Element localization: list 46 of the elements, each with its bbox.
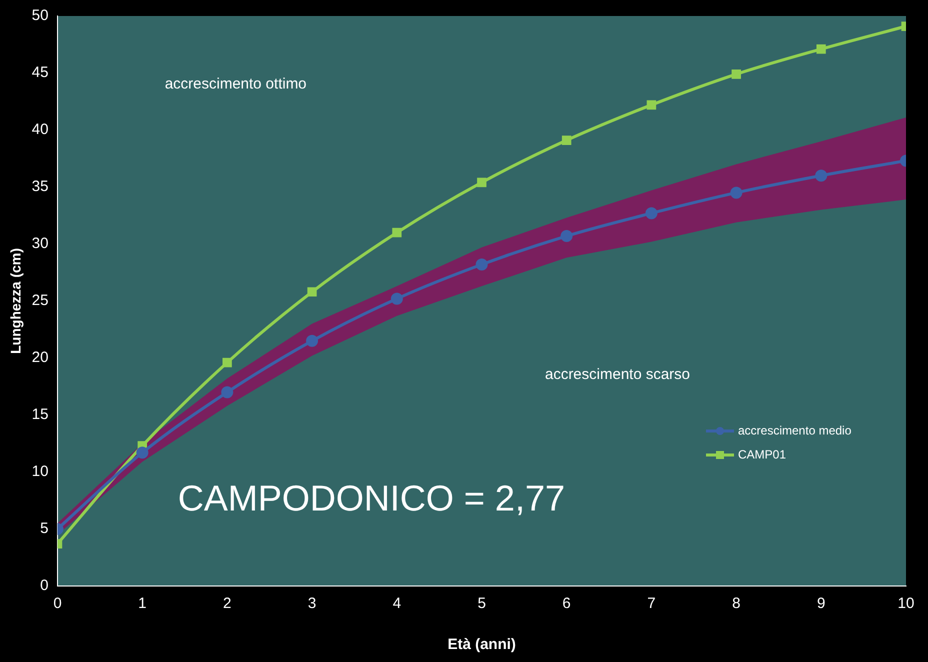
- point: [646, 100, 656, 110]
- x-tick-label: 3: [308, 595, 316, 612]
- annotation: CAMPODONICO = 2,77: [178, 477, 565, 518]
- point: [560, 230, 573, 242]
- y-axis-title: Lunghezza (cm): [7, 248, 24, 354]
- point: [392, 228, 402, 238]
- y-tick-label: 25: [32, 292, 48, 310]
- point: [222, 358, 232, 368]
- y-tick-label: 0: [40, 577, 48, 594]
- point: [136, 446, 148, 459]
- x-tick-label: 2: [223, 595, 232, 612]
- x-tick-label: 8: [732, 595, 740, 612]
- x-tick-label: 1: [138, 595, 147, 612]
- x-tick-label: 0: [53, 595, 62, 612]
- x-tick-label: 4: [392, 595, 402, 612]
- x-tick-label: 7: [647, 595, 656, 612]
- x-tick-label: 5: [478, 595, 486, 612]
- point: [307, 287, 317, 297]
- annotation: accrescimento scarso: [544, 366, 690, 384]
- point: [390, 292, 403, 305]
- y-tick-label: 45: [32, 64, 48, 82]
- point: [730, 186, 742, 199]
- x-axis-title: Età (anni): [448, 636, 516, 654]
- x-tick-label: 9: [816, 595, 826, 612]
- point: [732, 69, 741, 79]
- annotation: accrescimento ottimo: [164, 76, 307, 93]
- legend-label: CAMP01: [738, 447, 786, 462]
- point: [562, 136, 572, 145]
- point: [816, 44, 826, 54]
- y-tick-label: 50: [32, 7, 48, 24]
- point: [477, 178, 486, 188]
- y-tick-label: 30: [32, 235, 48, 252]
- point: [221, 386, 234, 398]
- point: [306, 334, 318, 347]
- y-tick-label: 5: [40, 520, 48, 538]
- x-tick-label: 10: [898, 595, 914, 612]
- y-tick-label: 15: [32, 406, 48, 424]
- point: [476, 258, 488, 271]
- x-tick-label: 6: [562, 595, 571, 612]
- y-tick-label: 10: [32, 463, 48, 480]
- point: [815, 170, 828, 182]
- y-tick-label: 20: [32, 349, 48, 366]
- y-tick-label: 35: [32, 178, 48, 196]
- point: [645, 207, 658, 220]
- legend-label: accrescimento medio: [738, 423, 852, 438]
- y-tick-label: 40: [32, 121, 48, 138]
